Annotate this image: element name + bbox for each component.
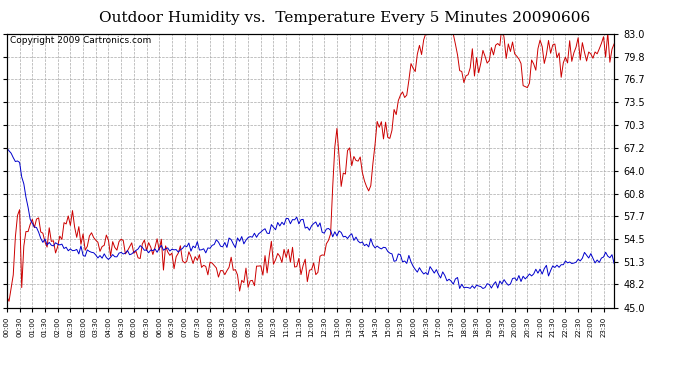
Text: Copyright 2009 Cartronics.com: Copyright 2009 Cartronics.com [10,36,151,45]
Text: Outdoor Humidity vs.  Temperature Every 5 Minutes 20090606: Outdoor Humidity vs. Temperature Every 5… [99,11,591,25]
